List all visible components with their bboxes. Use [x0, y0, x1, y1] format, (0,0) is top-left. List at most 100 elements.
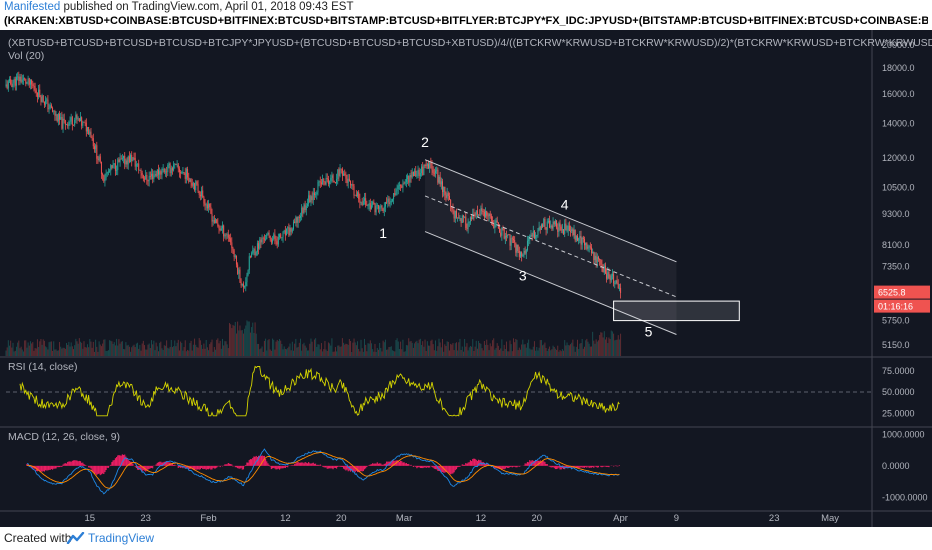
macd-histogram-bar: [291, 465, 293, 466]
volume-bar: [298, 342, 300, 356]
macd-histogram-bar: [306, 463, 309, 466]
candle-body: [10, 79, 12, 85]
candle-body: [112, 164, 114, 168]
candle-body: [331, 175, 333, 178]
macd-histogram-bar: [281, 465, 283, 469]
candle-body: [286, 228, 288, 236]
candle-body: [585, 242, 587, 246]
macd-histogram-bar: [205, 465, 207, 470]
candle-body: [21, 79, 23, 83]
volume-bar: [400, 341, 402, 356]
candle-body: [265, 238, 267, 240]
candle-body: [105, 173, 107, 179]
candle-body: [59, 114, 61, 120]
volume-bar: [453, 350, 455, 356]
macd-histogram-bar: [103, 465, 105, 475]
candle-body: [17, 76, 19, 78]
candle-body: [202, 190, 204, 198]
candle-body: [189, 179, 191, 182]
macd-histogram-bar: [89, 465, 91, 468]
macd-histogram-bar: [592, 465, 594, 468]
volume-bar: [332, 351, 334, 356]
volume-bar: [618, 339, 620, 356]
volume-bar: [13, 351, 15, 356]
candle-body: [418, 169, 420, 177]
candle-body: [330, 177, 332, 182]
macd-histogram-bar: [322, 465, 324, 467]
volume-bar: [501, 339, 503, 356]
candle-body: [123, 155, 125, 159]
candle-body: [592, 251, 594, 253]
macd-histogram-bar: [150, 465, 153, 468]
candle-body: [298, 216, 300, 218]
volume-bar: [201, 344, 203, 356]
macd-histogram-bar: [458, 465, 460, 467]
candle-body: [146, 174, 148, 181]
volume-bar: [368, 343, 370, 356]
macd-histogram-bar: [546, 463, 548, 466]
candle-body: [340, 168, 342, 170]
macd-histogram-bar: [128, 460, 130, 466]
candle-body: [517, 244, 519, 252]
macd-histogram-bar: [572, 465, 574, 467]
macd-histogram-bar: [405, 463, 408, 466]
macd-histogram-bar: [412, 465, 414, 467]
macd-histogram-bar: [188, 465, 190, 470]
macd-histogram-bar: [616, 465, 618, 467]
volume-bar: [148, 343, 150, 356]
candle-body: [376, 205, 378, 206]
macd-histogram-bar: [82, 462, 84, 466]
candle-body: [176, 164, 178, 166]
volume-bar: [489, 343, 491, 356]
macd-histogram-bar: [162, 462, 164, 466]
volume-bar: [418, 339, 420, 356]
macd-histogram-bar: [115, 457, 118, 466]
macd-histogram-bar: [302, 462, 304, 466]
candle-body: [329, 181, 331, 185]
volume-bar: [11, 347, 13, 356]
signal-line: [26, 452, 620, 489]
macd-histogram-bar: [575, 465, 577, 468]
volume-bar: [131, 347, 133, 356]
volume-bar: [485, 344, 487, 356]
chart-area[interactable]: 20000.018000.016000.014000.012000.010500…: [0, 30, 932, 527]
candle-body: [424, 164, 426, 166]
candle-body: [345, 174, 347, 179]
volume-bar: [215, 349, 217, 356]
macd-histogram-bar: [582, 465, 584, 468]
macd-histogram-bar: [92, 465, 94, 473]
macd-histogram-bar: [387, 461, 389, 466]
candle-body: [323, 178, 325, 182]
tradingview-brand[interactable]: TradingView: [88, 531, 155, 545]
candle-body: [50, 105, 52, 108]
volume-bar: [441, 338, 443, 356]
volume-bar: [460, 349, 462, 356]
candle-body: [258, 243, 260, 249]
author-link[interactable]: Manifested: [4, 1, 61, 13]
candle-body: [519, 252, 521, 257]
macd-histogram-bar: [346, 465, 348, 470]
candle-body: [488, 213, 490, 217]
volume-bar: [482, 350, 484, 356]
volume-bar: [366, 351, 368, 356]
volume-bar: [15, 346, 17, 356]
volume-bar: [377, 349, 379, 356]
macd-histogram-bar: [310, 463, 312, 466]
candle-body: [219, 228, 221, 231]
macd-histogram-bar: [97, 465, 99, 474]
candle-body: [460, 218, 462, 223]
macd-histogram-bar: [469, 460, 472, 466]
volume-bar: [525, 347, 527, 356]
volume-bar: [157, 351, 159, 356]
volume-bar: [231, 328, 233, 356]
macd-histogram-bar: [202, 465, 204, 469]
macd-histogram-bar: [268, 464, 270, 466]
volume-bar: [180, 341, 182, 356]
candle-body: [415, 170, 417, 177]
candle-body: [403, 183, 405, 185]
time-tick-label: Feb: [200, 513, 216, 524]
macd-histogram-bar: [552, 465, 554, 468]
macd-histogram-bar: [213, 465, 215, 469]
candle-body: [353, 186, 355, 196]
macd-histogram-bar: [574, 465, 576, 468]
